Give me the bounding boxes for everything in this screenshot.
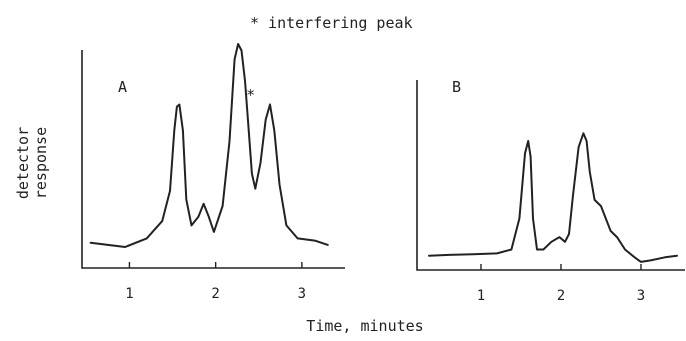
panel-a-axes <box>81 50 345 269</box>
panel-a-label: A <box>118 78 127 96</box>
y-axis-label-line2: response <box>32 127 50 199</box>
x-tick-label: 2 <box>211 286 219 302</box>
panel-b-label: B <box>452 78 461 96</box>
x-tick-label: 3 <box>298 286 306 302</box>
x-axis-label: Time, minutes <box>306 317 423 335</box>
y-axis-label: detector response <box>14 127 50 199</box>
interfering-peak-note: * interfering peak <box>250 14 413 32</box>
chromatogram-panel-a: A * 1 2 3 <box>81 43 345 302</box>
panel-b-axes <box>416 80 685 271</box>
x-tick-label: 1 <box>125 286 133 302</box>
x-tick-label: 3 <box>637 288 645 304</box>
y-axis-label-line1: detector <box>14 127 32 199</box>
x-tick-label: 2 <box>557 288 565 304</box>
interfering-peak-marker: * <box>246 86 255 104</box>
panel-b-trace <box>428 132 678 263</box>
chromatogram-panel-b: B 1 2 3 <box>416 78 685 304</box>
x-tick-label: 1 <box>477 288 485 304</box>
panel-a-trace <box>89 43 329 248</box>
